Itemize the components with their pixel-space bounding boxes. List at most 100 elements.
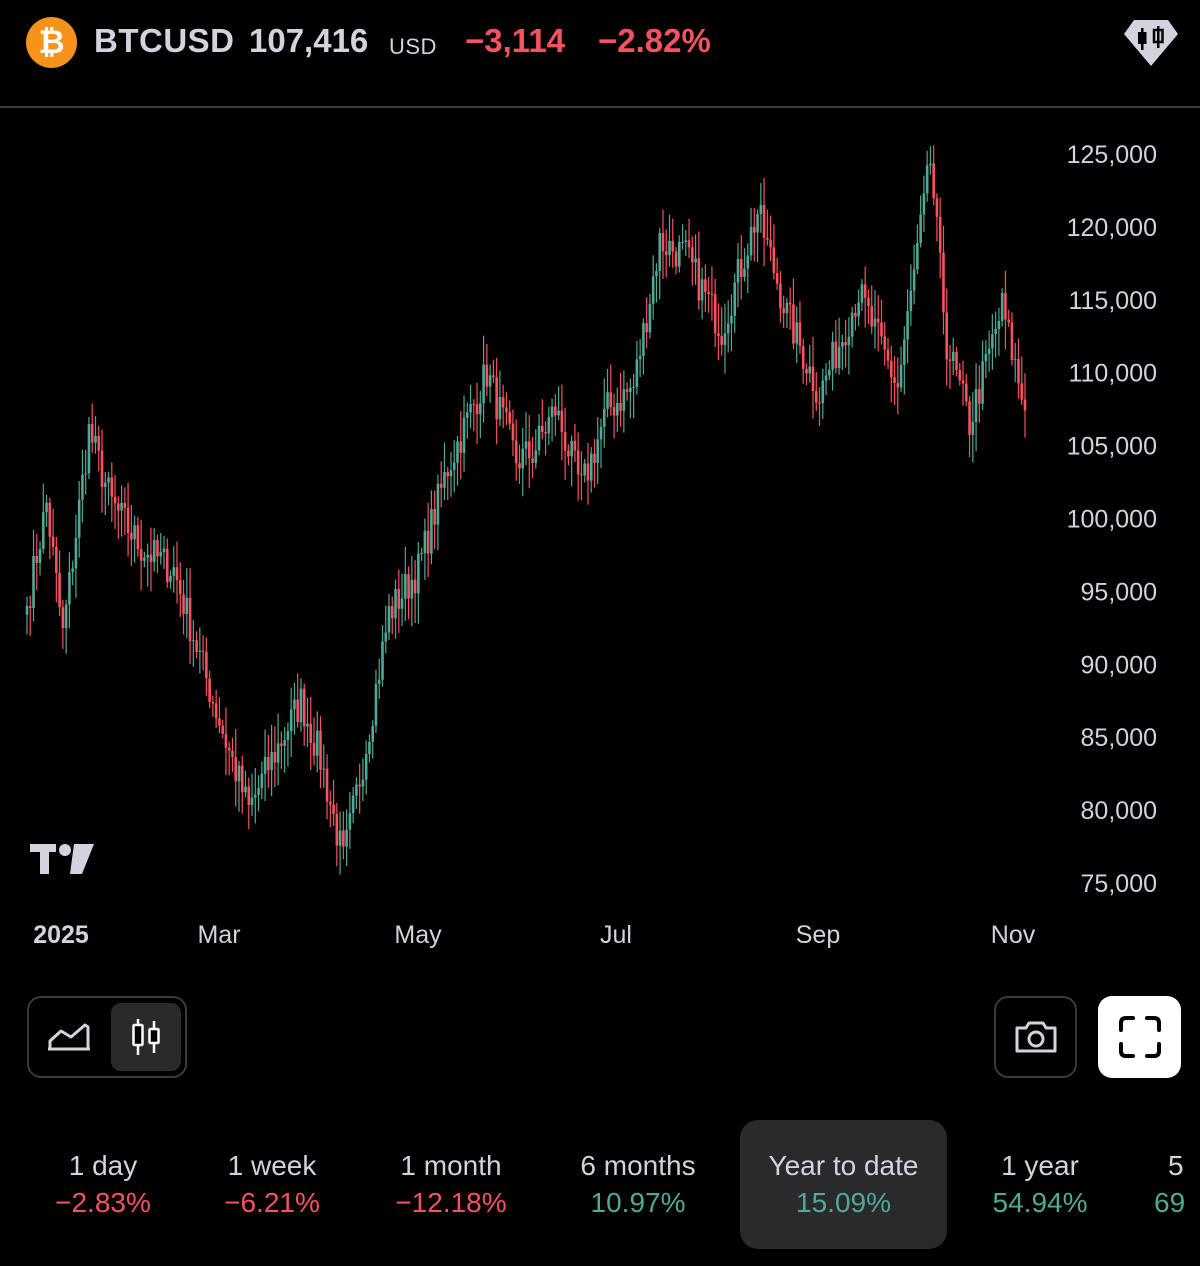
candle xyxy=(567,444,570,466)
candle xyxy=(889,345,893,403)
candle-body xyxy=(159,552,163,557)
candle-body xyxy=(883,336,887,350)
candle-body xyxy=(700,279,704,301)
candle-body xyxy=(938,216,942,253)
candle xyxy=(172,546,176,593)
candle xyxy=(433,490,436,550)
candle xyxy=(407,566,410,620)
range-1-year[interactable]: 1 year 54.94% xyxy=(966,1120,1114,1249)
candle-body xyxy=(355,784,358,796)
candle xyxy=(117,496,120,540)
candle-body xyxy=(423,530,427,553)
area-chart-button[interactable] xyxy=(34,1003,104,1071)
candle-body xyxy=(77,499,81,538)
symbol-name[interactable]: BTCUSD xyxy=(94,22,235,59)
candle xyxy=(818,387,821,426)
y-axis-tick-label: 110,000 xyxy=(1068,360,1157,388)
candle-body xyxy=(211,701,215,704)
candle xyxy=(974,363,978,452)
candle-body xyxy=(100,450,104,487)
candle xyxy=(550,398,554,442)
candle-body xyxy=(629,387,632,392)
candle-body xyxy=(668,240,671,256)
candle-body xyxy=(312,743,316,756)
candle-body xyxy=(831,341,834,370)
candlestick-chart[interactable]: 125,000 120,000 115,000 110,000 105,000 100,0… xyxy=(0,110,1200,960)
candle-body xyxy=(87,424,91,474)
candle-body xyxy=(387,606,391,633)
candle-body xyxy=(368,741,371,755)
candle xyxy=(606,368,609,418)
candle-body xyxy=(606,392,609,409)
range-change: −12.18% xyxy=(395,1187,507,1218)
price-change-percent: −2.82% xyxy=(598,22,711,59)
range-1-day[interactable]: 1 day −2.83% xyxy=(30,1120,176,1249)
candle xyxy=(834,320,838,374)
range-1-week[interactable]: 1 week −6.21% xyxy=(196,1120,348,1249)
candle xyxy=(518,444,521,484)
currency-label: USD xyxy=(389,34,437,59)
range-1-month[interactable]: 1 month −12.18% xyxy=(368,1120,534,1249)
x-axis-tick-label: Jul xyxy=(600,921,632,949)
candle xyxy=(42,483,45,554)
candle-body xyxy=(94,435,97,443)
candle-body xyxy=(214,703,218,719)
range-label: 5 xyxy=(1168,1150,1184,1181)
candle-body xyxy=(374,683,378,726)
header-bar: ₿ BTCUSD 107,416 USD −3,114 −2.82% xyxy=(0,0,1200,108)
candle-body xyxy=(691,247,694,263)
candle xyxy=(769,215,772,262)
candle xyxy=(700,267,704,320)
candle xyxy=(1007,309,1010,328)
candle-body xyxy=(964,383,968,402)
candle xyxy=(808,344,812,383)
candle xyxy=(64,599,68,654)
candle-body xyxy=(854,312,857,317)
candle-body xyxy=(459,441,463,453)
candle-body xyxy=(557,410,560,416)
range-6-months[interactable]: 6 months 10.97% xyxy=(554,1120,722,1249)
candle xyxy=(717,303,720,360)
candle xyxy=(81,449,84,523)
candle-body xyxy=(358,784,361,787)
candle xyxy=(994,311,997,358)
candle xyxy=(756,209,759,263)
candle-body xyxy=(505,407,508,413)
candle xyxy=(762,177,766,267)
candle xyxy=(537,413,541,456)
candle xyxy=(462,395,466,473)
candle-body xyxy=(720,336,723,345)
candle-body xyxy=(436,483,440,525)
candle-body xyxy=(1013,359,1017,361)
candle-body xyxy=(329,801,332,805)
candle-body xyxy=(746,255,750,269)
candle-body xyxy=(514,440,518,464)
candle-body xyxy=(361,779,365,787)
candle xyxy=(162,535,166,570)
candle-diamond-icon[interactable] xyxy=(1122,16,1180,68)
candle xyxy=(156,534,159,574)
candle xyxy=(103,471,107,516)
price-chart[interactable]: 125,000 120,000 115,000 110,000 105,000 100,0… xyxy=(0,110,1200,960)
range-label: Year to date xyxy=(768,1150,919,1181)
candle-body xyxy=(342,830,345,847)
candle-body xyxy=(524,441,528,449)
candle xyxy=(270,724,273,797)
candle xyxy=(925,150,929,202)
candle-body xyxy=(426,530,430,554)
candle xyxy=(684,230,688,256)
range-5-years[interactable]: 5 69 xyxy=(1140,1120,1200,1249)
candle xyxy=(302,683,306,747)
candle-body xyxy=(805,368,808,374)
candle-body xyxy=(929,163,932,166)
candle xyxy=(113,475,117,529)
range-year-to-date[interactable]: Year to date 15.09% xyxy=(740,1120,947,1249)
candle xyxy=(169,570,172,589)
candle xyxy=(152,528,156,572)
screenshot-button[interactable] xyxy=(994,996,1077,1078)
candle xyxy=(547,406,551,446)
fullscreen-button[interactable] xyxy=(1098,996,1181,1078)
candle xyxy=(257,775,260,812)
range-change: 15.09% xyxy=(796,1187,891,1218)
candlestick-chart-button[interactable] xyxy=(111,1003,181,1071)
